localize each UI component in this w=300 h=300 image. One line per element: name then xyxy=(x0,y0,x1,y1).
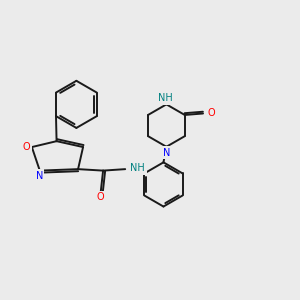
Text: NH: NH xyxy=(158,94,172,103)
Text: O: O xyxy=(23,142,30,152)
Text: N: N xyxy=(35,171,43,181)
Text: N: N xyxy=(163,148,170,158)
Text: NH: NH xyxy=(130,163,145,173)
Text: O: O xyxy=(207,109,215,118)
Text: O: O xyxy=(97,192,105,202)
